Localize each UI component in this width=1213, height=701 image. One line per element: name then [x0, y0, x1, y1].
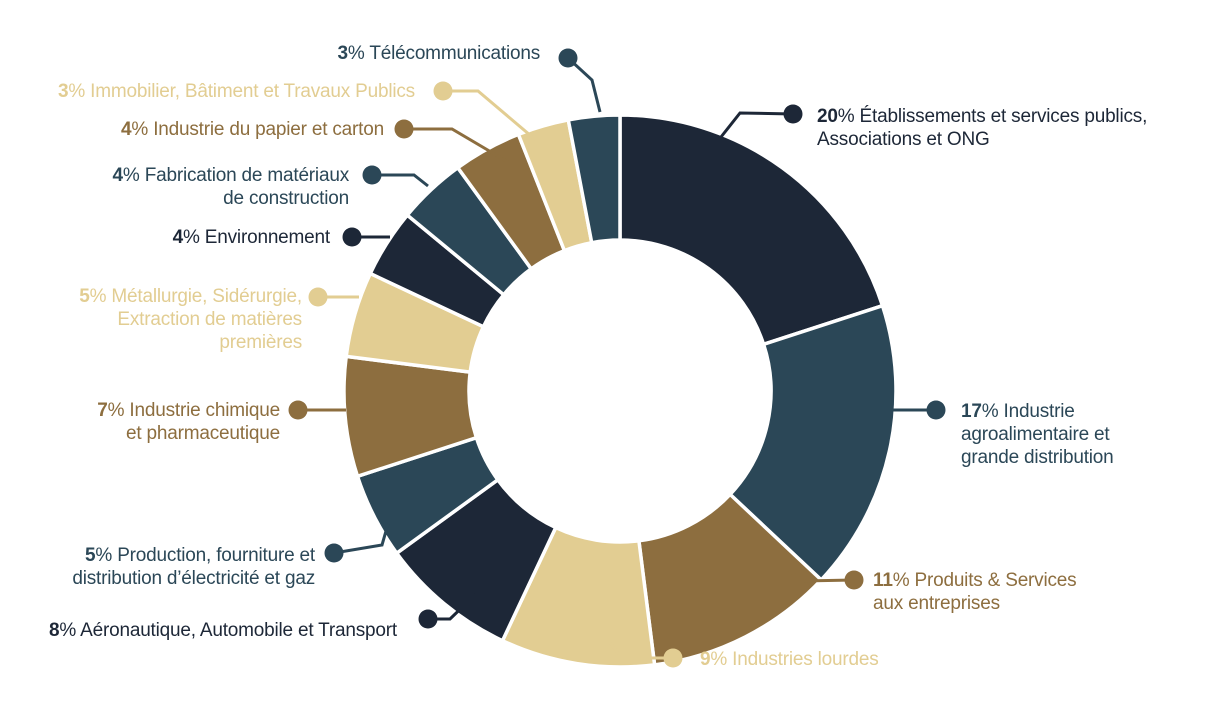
- label-environnement: 4% Environnement: [172, 226, 331, 249]
- leader-line-industries-lourdes: [605, 638, 673, 660]
- label-line: Télécommunications: [369, 43, 540, 64]
- percent-value: 17: [961, 401, 982, 422]
- percent-value: 3: [337, 43, 349, 64]
- label-line: Aéronautique, Automobile et Transport: [80, 620, 397, 641]
- percent-sign: %: [122, 165, 140, 186]
- percent-sign: %: [892, 570, 910, 591]
- label-papier-carton: 4% Industrie du papier et carton: [121, 118, 384, 141]
- leader-dot-agroalimentaire: [926, 400, 946, 420]
- percent-sign: %: [710, 649, 728, 670]
- label-metallurgie: 5% Métallurgie, Sidérurgie, Extraction d…: [79, 285, 302, 354]
- leader-line-materiaux-construction: [372, 173, 429, 188]
- label-line: Immobilier, Bâtiment et Travaux Publics: [90, 81, 415, 102]
- label-line: Établissements et services publics,: [859, 106, 1148, 127]
- label-line: de construction: [223, 188, 349, 209]
- label-line: Industrie: [1003, 401, 1075, 422]
- label-line: aux entreprises: [873, 593, 1000, 614]
- leader-dot-immobilier-btp: [433, 81, 453, 101]
- leader-line-electricite-gaz: [333, 523, 390, 555]
- label-line: Industries lourdes: [732, 649, 879, 670]
- label-materiaux-construction: 4% Fabrication de matériaux de construct…: [112, 164, 350, 210]
- percent-sign: %: [59, 620, 77, 641]
- percent-sign: %: [107, 400, 125, 421]
- label-line: Production, fourniture et: [117, 545, 315, 566]
- leader-dot-electricite-gaz: [324, 543, 344, 563]
- pie-slice-etablissements-publics: [618, 113, 885, 347]
- label-produits-services: 11% Produits & Services aux entreprises: [873, 569, 1077, 615]
- percent-sign: %: [68, 81, 86, 102]
- label-aeronautique-transport: 8% Aéronautique, Automobile et Transport: [49, 619, 397, 642]
- percent-value: 3: [57, 81, 69, 102]
- label-electricite-gaz: 5% Production, fourniture et distributio…: [72, 544, 315, 590]
- percent-value: 5: [85, 545, 96, 566]
- label-line: Industrie chimique: [129, 400, 280, 421]
- percent-value: 7: [97, 400, 108, 421]
- leader-line-etablissements-publics: [719, 111, 794, 138]
- label-line: Métallurgie, Sidérurgie,: [111, 286, 302, 307]
- percent-value: 4: [121, 119, 132, 140]
- label-line: premières: [219, 332, 302, 353]
- label-etablissements-publics: 20% Établissements et services publics, …: [817, 105, 1147, 151]
- percent-value: 5: [79, 286, 90, 307]
- leader-dot-telecommunications: [558, 48, 578, 68]
- leader-dot-materiaux-construction: [362, 165, 382, 185]
- leader-dot-papier-carton: [394, 119, 414, 139]
- percent-sign: %: [347, 43, 365, 64]
- percent-sign: %: [981, 401, 999, 422]
- leader-dot-environnement: [342, 227, 362, 247]
- label-line: et pharmaceutique: [126, 423, 280, 444]
- leader-dot-etablissements-publics: [783, 104, 803, 124]
- leader-dot-chimie-pharma: [288, 400, 308, 420]
- percent-sign: %: [183, 227, 200, 248]
- label-line: grande distribution: [961, 447, 1114, 468]
- percent-value: 4: [172, 227, 184, 248]
- label-line: Environnement: [204, 227, 330, 248]
- pie-slice-agroalimentaire: [728, 303, 898, 582]
- pie-slice-telecommunications: [566, 113, 622, 245]
- label-immobilier-btp: 3% Immobilier, Bâtiment et Travaux Publi…: [58, 80, 415, 103]
- leader-line-immobilier-btp: [443, 89, 538, 143]
- label-agroalimentaire: 17% Industrie agroalimentaire et grande …: [961, 400, 1114, 469]
- label-line: agroalimentaire et: [961, 424, 1110, 445]
- percent-value: 11: [873, 570, 893, 591]
- leader-dot-industries-lourdes: [663, 648, 683, 668]
- label-line: Extraction de matières: [117, 309, 302, 330]
- leader-dot-produits-services: [844, 570, 864, 590]
- label-line: Associations et ONG: [817, 129, 990, 150]
- label-chimie-pharma: 7% Industrie chimique et pharmaceutique: [97, 399, 280, 445]
- label-telecommunications: 3% Télécommunications: [337, 42, 541, 65]
- percent-value: 20: [817, 106, 838, 127]
- label-line: Industrie du papier et carton: [153, 119, 384, 140]
- percent-sign: %: [837, 106, 855, 127]
- percent-sign: %: [95, 545, 113, 566]
- leader-line-telecommunications: [566, 56, 602, 113]
- label-industries-lourdes: 9% Industries lourdes: [700, 648, 879, 671]
- leader-line-produits-services: [788, 568, 855, 583]
- percent-value: 8: [49, 620, 60, 641]
- percent-sign: %: [89, 286, 107, 307]
- label-line: Produits & Services: [914, 570, 1077, 591]
- leader-dot-metallurgie: [308, 287, 328, 307]
- percent-value: 4: [112, 165, 124, 186]
- leader-dot-aeronautique-transport: [418, 609, 438, 629]
- percent-value: 9: [700, 649, 711, 670]
- percent-sign: %: [131, 119, 149, 140]
- label-line: Fabrication de matériaux: [144, 165, 350, 186]
- label-line: distribution d’électricité et gaz: [72, 568, 315, 589]
- leader-line-papier-carton: [404, 127, 509, 164]
